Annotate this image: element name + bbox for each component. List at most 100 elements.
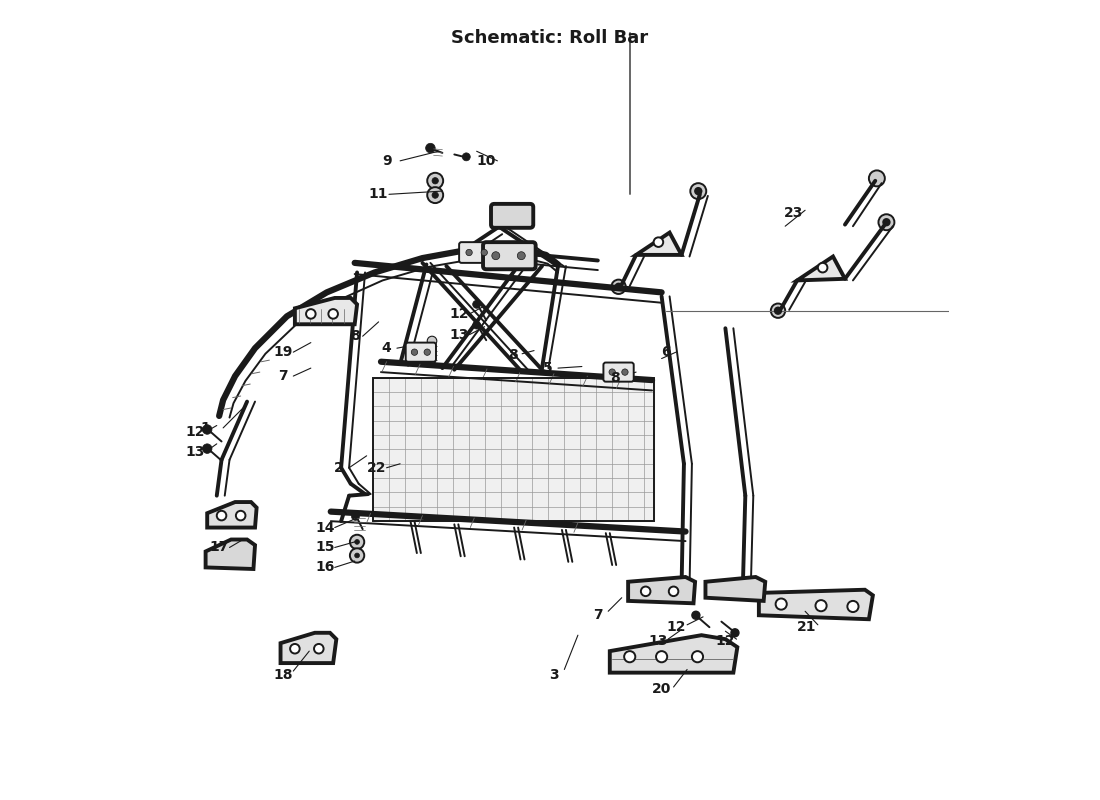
Circle shape [815, 600, 826, 611]
Polygon shape [705, 577, 766, 601]
Circle shape [869, 170, 884, 186]
Text: 13: 13 [450, 328, 469, 342]
Circle shape [329, 309, 338, 318]
Text: 14: 14 [316, 521, 334, 534]
Text: 9: 9 [382, 154, 392, 168]
Circle shape [314, 644, 323, 654]
Text: 18: 18 [273, 668, 293, 682]
Circle shape [424, 349, 430, 355]
Circle shape [774, 307, 781, 314]
Circle shape [350, 548, 364, 562]
Circle shape [732, 629, 739, 637]
Circle shape [656, 651, 668, 662]
Circle shape [432, 178, 439, 184]
Text: 12: 12 [667, 620, 685, 634]
Text: 8: 8 [609, 371, 619, 386]
Circle shape [695, 188, 702, 194]
Circle shape [692, 651, 703, 662]
Circle shape [462, 153, 471, 161]
Circle shape [411, 349, 418, 355]
Circle shape [352, 513, 360, 520]
Text: 3: 3 [549, 668, 559, 682]
Text: 12: 12 [716, 634, 735, 648]
Circle shape [235, 511, 245, 520]
Text: 22: 22 [366, 461, 386, 474]
Circle shape [492, 252, 499, 260]
Circle shape [481, 250, 487, 256]
Circle shape [653, 238, 663, 247]
Circle shape [202, 444, 212, 454]
Text: 8: 8 [350, 330, 360, 343]
Polygon shape [207, 502, 256, 527]
Polygon shape [759, 590, 873, 619]
Text: 21: 21 [798, 620, 816, 634]
Text: 8: 8 [508, 348, 517, 362]
Polygon shape [373, 378, 653, 521]
Text: 17: 17 [209, 541, 229, 554]
Circle shape [517, 252, 526, 260]
FancyBboxPatch shape [406, 342, 436, 362]
Circle shape [669, 586, 679, 596]
Polygon shape [280, 633, 337, 663]
Circle shape [691, 183, 706, 199]
Circle shape [609, 369, 615, 375]
Circle shape [624, 651, 636, 662]
Text: 6: 6 [661, 345, 670, 359]
Circle shape [771, 303, 785, 318]
Polygon shape [636, 233, 682, 255]
Text: 20: 20 [652, 682, 671, 695]
Text: 23: 23 [783, 206, 803, 220]
Text: Schematic: Roll Bar: Schematic: Roll Bar [451, 30, 649, 47]
Polygon shape [628, 577, 695, 603]
Circle shape [615, 284, 622, 290]
Text: 2: 2 [334, 461, 343, 474]
Circle shape [354, 539, 360, 544]
Circle shape [217, 511, 227, 520]
Circle shape [426, 143, 436, 153]
Circle shape [290, 644, 299, 654]
Circle shape [641, 586, 650, 596]
Circle shape [500, 212, 508, 220]
Polygon shape [295, 298, 358, 324]
FancyBboxPatch shape [483, 242, 536, 270]
Circle shape [427, 336, 437, 346]
Polygon shape [609, 635, 737, 673]
Text: 1: 1 [200, 421, 210, 435]
Text: 5: 5 [542, 361, 552, 375]
Text: 19: 19 [273, 345, 293, 359]
Circle shape [612, 280, 626, 294]
Text: 4: 4 [382, 341, 392, 355]
Text: 13: 13 [648, 634, 668, 648]
FancyBboxPatch shape [604, 362, 634, 382]
Circle shape [354, 553, 360, 558]
Text: 11: 11 [368, 187, 388, 202]
Text: 12: 12 [186, 425, 205, 439]
Text: 15: 15 [316, 541, 334, 554]
FancyBboxPatch shape [491, 204, 534, 228]
Text: 13: 13 [186, 445, 205, 459]
Circle shape [427, 187, 443, 203]
Circle shape [473, 321, 481, 329]
Text: 7: 7 [593, 608, 603, 622]
Circle shape [621, 369, 628, 375]
Circle shape [879, 214, 894, 230]
Text: 16: 16 [316, 561, 334, 574]
Text: 12: 12 [450, 307, 469, 321]
Circle shape [432, 192, 439, 198]
Text: 7: 7 [278, 369, 288, 383]
Circle shape [466, 250, 472, 256]
Circle shape [427, 173, 443, 189]
Polygon shape [206, 539, 255, 569]
Text: 10: 10 [476, 154, 496, 168]
Circle shape [883, 219, 890, 226]
Circle shape [350, 534, 364, 549]
Polygon shape [798, 257, 845, 281]
Circle shape [306, 309, 316, 318]
Circle shape [818, 263, 827, 273]
Circle shape [516, 212, 524, 220]
FancyBboxPatch shape [459, 242, 494, 263]
Circle shape [692, 611, 700, 619]
Circle shape [473, 300, 481, 308]
Circle shape [202, 425, 212, 434]
Circle shape [847, 601, 858, 612]
